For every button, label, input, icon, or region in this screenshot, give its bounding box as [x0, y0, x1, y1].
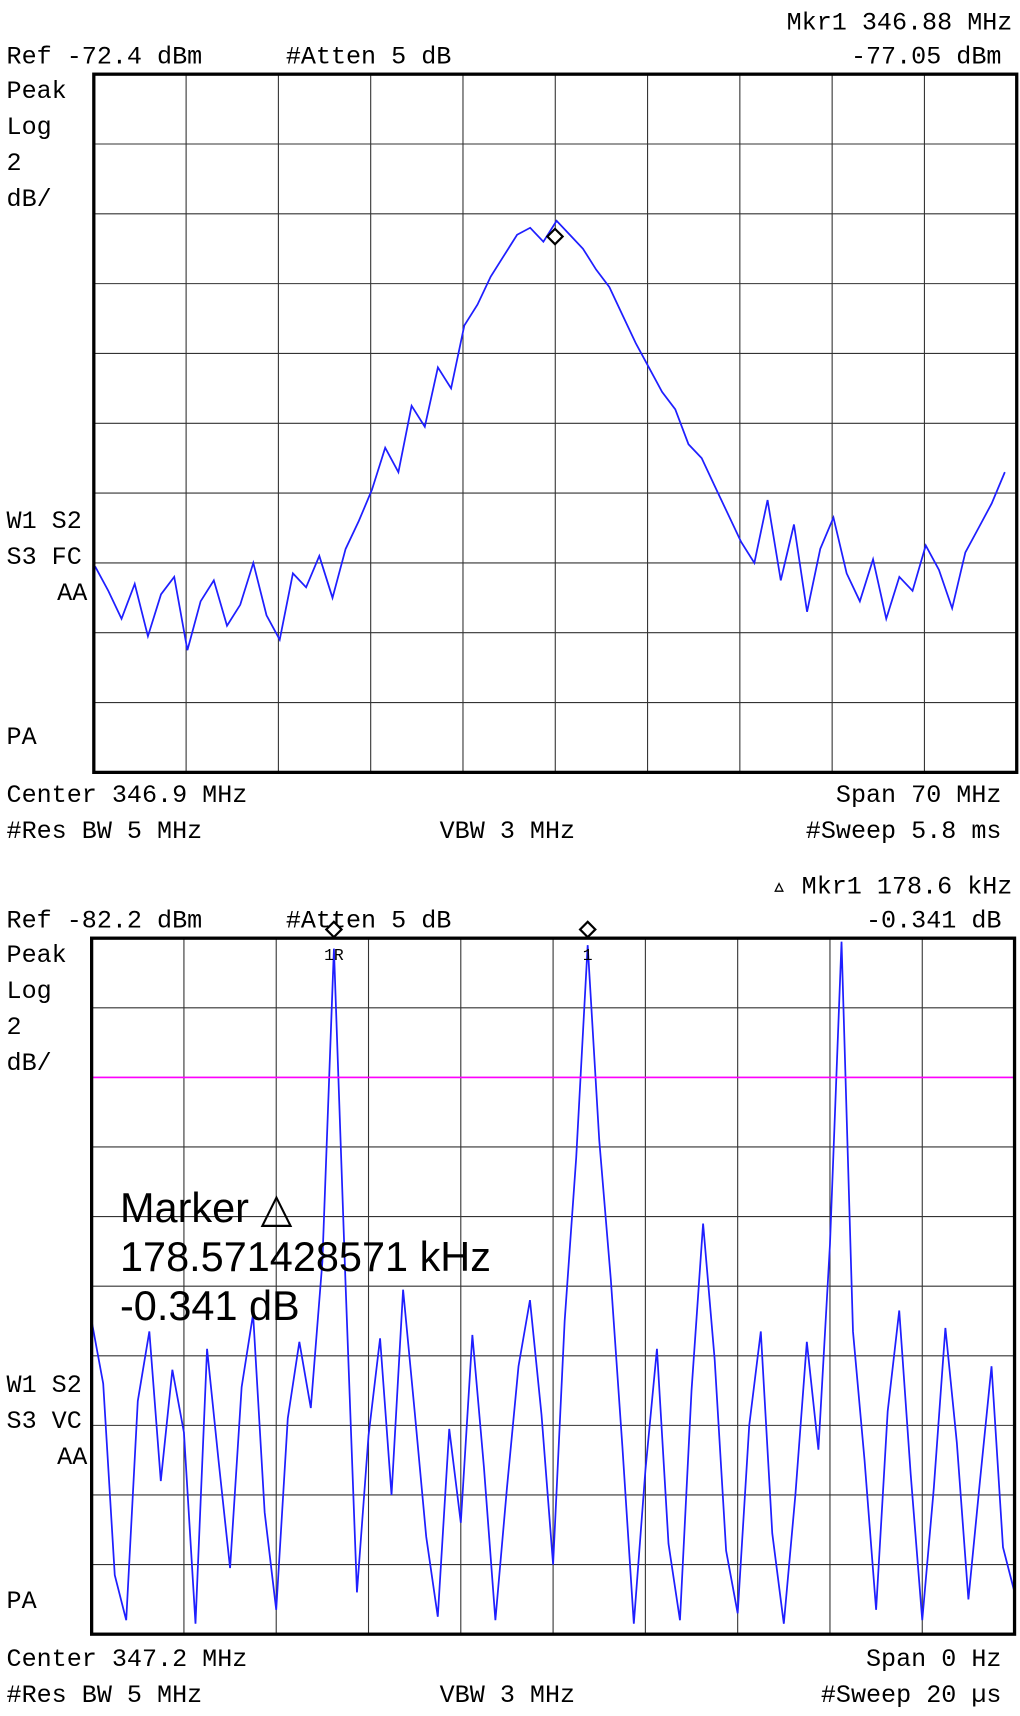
plot-frame: [92, 72, 1019, 774]
marker-value: -77.05 dBm: [851, 42, 1001, 71]
res-bw: #Res BW 5 MHz: [7, 1681, 203, 1710]
status-label: AA: [57, 579, 88, 608]
marker-header: Mkr1 346.88 MHz: [787, 8, 1013, 37]
sweep: #Sweep 20 µs: [821, 1681, 1002, 1710]
vbw: VBW 3 MHz: [440, 817, 575, 846]
ref-level: Ref -72.4 dBm: [7, 42, 203, 71]
plot-frame: [89, 936, 1017, 1636]
marker: [545, 227, 565, 246]
marker-label: 1: [583, 946, 593, 965]
center-freq: Center 346.9 MHz: [7, 781, 248, 810]
center-freq: Center 347.2 MHz: [7, 1645, 248, 1674]
scale-label: Log: [7, 977, 52, 1006]
marker-readout: Marker △: [120, 1184, 292, 1231]
status-label: AA: [57, 1443, 88, 1472]
marker: [578, 920, 597, 939]
status-label: S3 FC: [7, 543, 82, 572]
attenuation: #Atten 5 dB: [286, 42, 452, 71]
scale-label: 2: [7, 1013, 22, 1042]
scale-label: dB/: [7, 185, 52, 214]
attenuation: #Atten 5 dB: [286, 906, 452, 935]
res-bw: #Res BW 5 MHz: [7, 817, 203, 846]
marker-readout: 178.571428571 kHz: [120, 1233, 491, 1280]
scale-label: Peak: [7, 77, 67, 106]
span: Span 70 MHz: [836, 781, 1002, 810]
ref-level: Ref -82.2 dBm: [7, 906, 203, 935]
status-label: W1 S2: [7, 1371, 82, 1400]
marker-header: ▵ Mkr1 178.6 kHz: [772, 872, 1013, 901]
vbw: VBW 3 MHz: [440, 1681, 575, 1710]
sweep: #Sweep 5.8 ms: [806, 817, 1002, 846]
pa-label: PA: [7, 723, 38, 752]
scale-label: Peak: [7, 941, 67, 970]
scale-label: 2: [7, 149, 22, 178]
status-label: S3 VC: [7, 1407, 82, 1436]
scale-label: Log: [7, 113, 52, 142]
marker: [324, 920, 344, 939]
marker-value: -0.341 dB: [866, 906, 1001, 935]
status-label: W1 S2: [7, 507, 82, 536]
marker-label: 1R: [324, 946, 344, 965]
span: Span 0 Hz: [866, 1645, 1001, 1674]
pa-label: PA: [7, 1587, 38, 1616]
trace: [90, 941, 1016, 1624]
marker-readout: -0.341 dB: [120, 1282, 300, 1329]
trace: [94, 219, 1006, 651]
scale-label: dB/: [7, 1049, 52, 1078]
